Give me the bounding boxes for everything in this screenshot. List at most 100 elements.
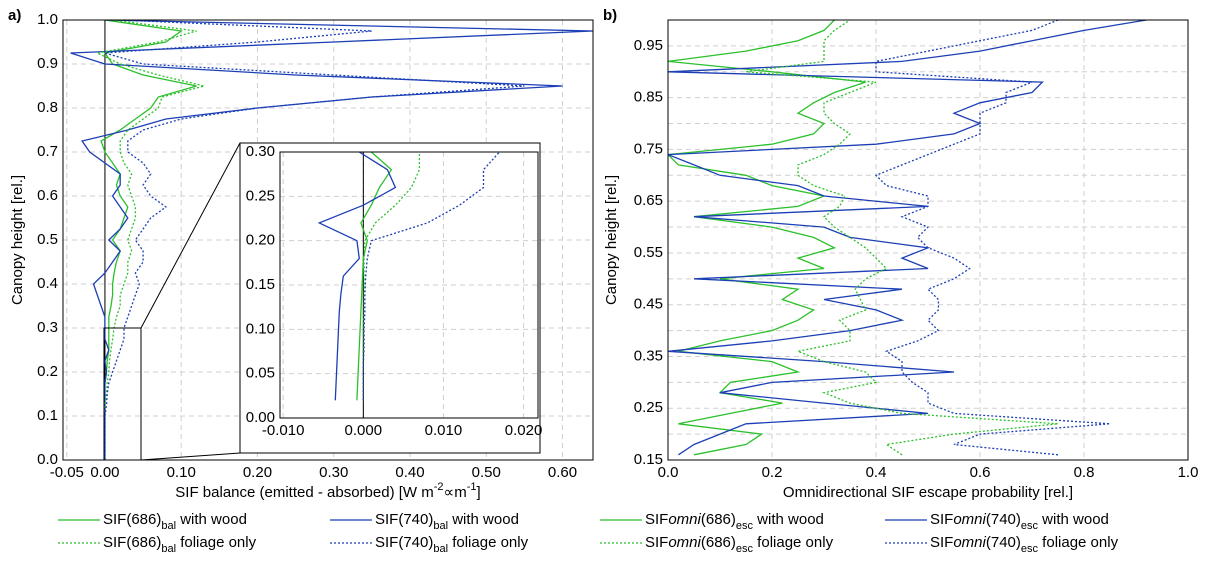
x-axis-label: SIF balance (emitted - absorbed) [W m-2∝…: [175, 481, 480, 501]
text-part: SIF(686): [103, 511, 161, 528]
y-tick-label: 0.5: [37, 231, 58, 248]
y-tick-label: 1.0: [37, 11, 58, 28]
text-part: SIF: [645, 534, 668, 551]
text-part: with wood: [448, 511, 519, 528]
text-part: esc: [1021, 543, 1039, 555]
text-part: omni: [668, 534, 701, 551]
text-part: esc: [736, 520, 754, 532]
text-part: SIF(686): [103, 534, 161, 551]
legend-label: SIF(686)bal foliage only: [103, 534, 257, 555]
text-part: ∝m: [444, 484, 467, 501]
zoom-connector: [140, 142, 241, 329]
y-tick-label: 0.15: [246, 276, 275, 293]
x-tick-label: 0.20: [243, 464, 272, 481]
profile-line: [356, 152, 393, 401]
text-part: foliage only: [753, 534, 834, 551]
text-part: with wood: [1038, 511, 1109, 528]
y-tick-label: 0.55: [634, 244, 663, 261]
plot-frame: [667, 19, 1189, 461]
legend-label: SIFomni(686)esc with wood: [645, 511, 824, 532]
series-group: [668, 20, 1147, 456]
y-tick-label: 0.05: [246, 365, 275, 382]
x-tick-label: 0.00: [90, 464, 119, 481]
text-part: SIF: [645, 511, 668, 528]
series-group: [317, 152, 500, 401]
profile-line: [874, 20, 1111, 456]
text-part: bal: [161, 543, 176, 555]
zoom-box: [103, 327, 142, 461]
y-tick-label: 0.30: [246, 143, 275, 160]
text-part: -1: [467, 481, 477, 493]
plots: 0.00.10.20.30.40.50.60.70.80.91.0-0.05 0.…: [8, 7, 1198, 555]
panel-label: a): [8, 7, 21, 24]
profile-line: [95, 20, 205, 460]
legend-label: SIFomni(740)esc with wood: [930, 511, 1109, 532]
y-axis-label: Canopy height [rel.]: [9, 175, 26, 305]
panel-label: b): [603, 7, 617, 24]
x-tick-label: 0.10: [167, 464, 196, 481]
text-part: SIF(740): [375, 511, 433, 528]
text-part: (686): [701, 511, 736, 528]
profile-line: [70, 20, 593, 460]
plot-frame: [62, 19, 594, 461]
y-tick-label: 0.35: [634, 347, 663, 364]
y-tick-label: 0.45: [634, 296, 663, 313]
x-tick-label: 0.8: [1074, 464, 1095, 481]
y-tick-label: 0.95: [634, 37, 663, 54]
x-tick-label: 0.020: [505, 422, 543, 439]
text-part: foliage only: [1038, 534, 1119, 551]
zoom-indicator: [103, 142, 241, 461]
text-part: (686): [701, 534, 736, 551]
y-tick-label: 0.4: [37, 275, 58, 292]
y-tick-label: 0.2: [37, 363, 58, 380]
text-part: omni: [953, 511, 986, 528]
profile-line: [668, 20, 1147, 456]
x-tick-label: -0.05: [50, 464, 84, 481]
legend-label: SIF(686)bal with wood: [103, 511, 247, 532]
text-part: omni: [668, 511, 701, 528]
y-tick-label: 0.8: [37, 99, 58, 116]
y-tick-label: 0.65: [634, 192, 663, 209]
text-part: SIF(740): [375, 534, 433, 551]
text-part: bal: [433, 543, 448, 555]
y-tick-label: 0.00: [246, 409, 275, 426]
y-tick-label: 0.9: [37, 55, 58, 72]
y-tick-label: 0.7: [37, 143, 58, 160]
legend-label: SIF(740)bal foliage only: [375, 534, 529, 555]
x-tick-label: 0.000: [345, 422, 383, 439]
text-part: SIF: [930, 534, 953, 551]
x-tick-label: 0.010: [425, 422, 463, 439]
zoom-connector: [140, 452, 241, 461]
x-axis-label: Omnidirectional SIF escape probability […: [783, 484, 1073, 501]
text-part: foliage only: [176, 534, 257, 551]
profile-line: [104, 20, 525, 460]
x-tick-label: 0.2: [762, 464, 783, 481]
legend-label: SIF(740)bal with wood: [375, 511, 519, 532]
inset-background: [239, 142, 541, 454]
x-tick-label: 0.0: [658, 464, 679, 481]
series-group: [70, 20, 593, 460]
y-tick-label: 0.20: [246, 232, 275, 249]
text-part: (740): [986, 511, 1021, 528]
x-tick-label: 0.40: [395, 464, 424, 481]
y-tick-label: 0.25: [634, 399, 663, 416]
text-part: Omnidirectional SIF escape probability […: [783, 484, 1073, 501]
profile-line: [317, 152, 397, 401]
x-tick-label: -0.010: [262, 422, 305, 439]
panel: 0.15 0.25 0.35 0.45 0.55 0.65 0.75 0.85 0.95 0.0 0…: [600, 7, 1198, 555]
x-tick-label: 0.4: [866, 464, 887, 481]
profile-line: [745, 20, 1059, 456]
profile-line: [362, 152, 500, 401]
x-tick-label: 0.60: [548, 464, 577, 481]
text-part: SIF balance (emitted - absorbed) [W m: [175, 484, 433, 501]
text-part: with wood: [753, 511, 824, 528]
legend-label: SIFomni(686)esc foliage only: [645, 534, 834, 555]
profile-line: [668, 20, 866, 456]
y-tick-label: 0.3: [37, 319, 58, 336]
y-tick-label: 0.0: [37, 451, 58, 468]
text-part: bal: [433, 520, 448, 532]
text-part: with wood: [176, 511, 247, 528]
text-part: (740): [986, 534, 1021, 551]
